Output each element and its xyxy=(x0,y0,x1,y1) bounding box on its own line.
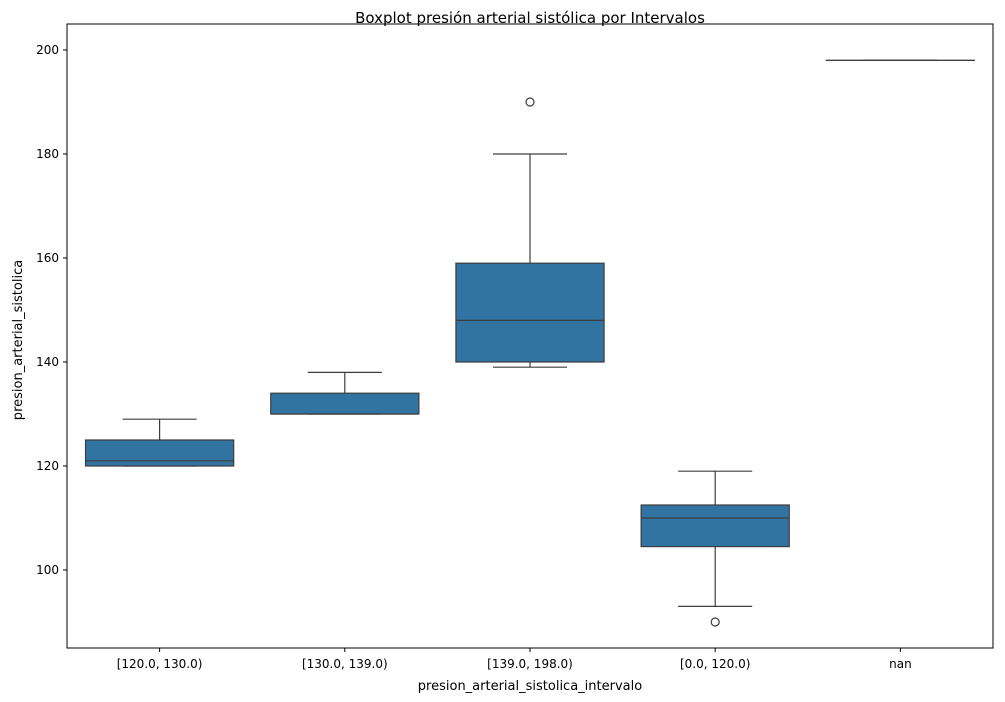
x-axis-label: presion_arterial_sistolica_intervalo xyxy=(418,679,642,694)
outlier-point xyxy=(710,617,720,627)
box-group xyxy=(84,418,235,467)
y-tick-label: 180 xyxy=(36,147,59,161)
box xyxy=(84,439,235,467)
box-group xyxy=(270,371,420,415)
plot-area xyxy=(84,59,976,627)
x-tick-label: nan xyxy=(889,657,912,671)
chart-title: Boxplot presión arterial sistólica por I… xyxy=(355,9,705,27)
x-tick-label: [0.0, 120.0) xyxy=(680,657,750,671)
x-tick-label: [130.0, 139.0) xyxy=(302,657,388,671)
box-group xyxy=(455,97,605,368)
y-tick-label: 120 xyxy=(36,459,59,473)
y-tick-label: 160 xyxy=(36,251,59,265)
y-tick-label: 140 xyxy=(36,355,59,369)
y-tick-label: 100 xyxy=(36,563,59,577)
box xyxy=(640,504,790,548)
box xyxy=(270,392,420,415)
x-tick-label: [120.0, 130.0) xyxy=(117,657,203,671)
box-group xyxy=(640,470,790,627)
y-tick-label: 200 xyxy=(36,43,59,57)
y-axis-label: presion_arterial_sistolica xyxy=(11,260,26,420)
x-tick-label: [139.0, 198.0) xyxy=(487,657,573,671)
box xyxy=(455,262,605,363)
outlier-point xyxy=(525,97,535,107)
